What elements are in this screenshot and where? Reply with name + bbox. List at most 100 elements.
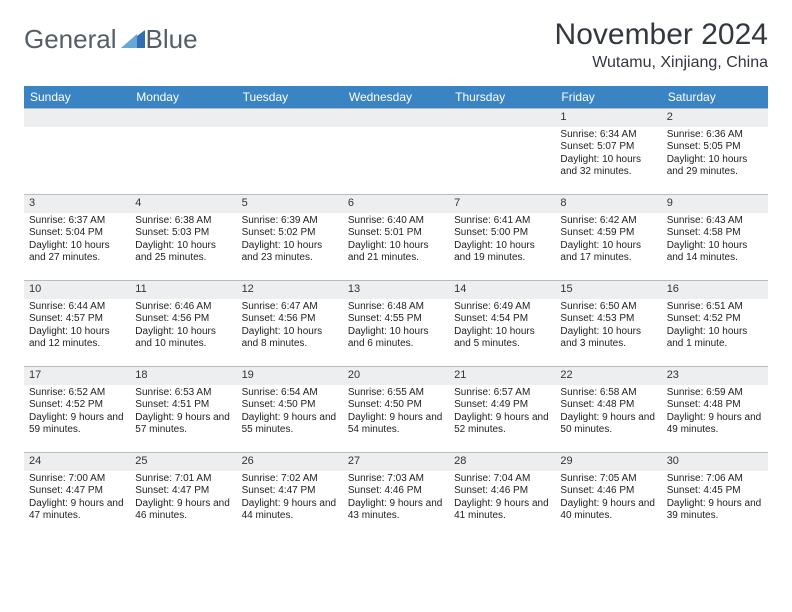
day-number: 20: [343, 366, 449, 385]
day-details: Sunrise: 6:55 AMSunset: 4:50 PMDaylight:…: [343, 385, 449, 441]
day-number: 7: [449, 194, 555, 213]
day-details: Sunrise: 7:01 AMSunset: 4:47 PMDaylight:…: [130, 471, 236, 527]
day-number: 26: [237, 452, 343, 471]
sunrise-text: Sunrise: 6:43 AM: [667, 215, 763, 228]
calendar-day-cell: 22 Sunrise: 6:58 AMSunset: 4:48 PMDayligh…: [555, 366, 661, 452]
sunset-text: Sunset: 4:47 PM: [29, 485, 125, 498]
day-header: Saturday: [662, 86, 768, 108]
calendar-day-cell: 8Sunrise: 6:42 AMSunset: 4:59 PMDaylight…: [555, 194, 661, 280]
sunset-text: Sunset: 4:56 PM: [135, 313, 231, 326]
day-details: Sunrise: 6:40 AMSunset: 5:01 PMDaylight:…: [343, 213, 449, 269]
calendar-day-cell: 24Sunrise: 7:00 AMSunset: 4:47 PMDayligh…: [24, 452, 130, 538]
sunset-text: Sunset: 4:52 PM: [29, 399, 125, 412]
calendar-day-cell: 30Sunrise: 7:06 AMSunset: 4:45 PMDayligh…: [662, 452, 768, 538]
brand-second: Blue: [146, 24, 198, 55]
day-number: 24: [24, 452, 130, 471]
calendar-day-cell: 13Sunrise: 6:48 AMSunset: 4:55 PMDayligh…: [343, 280, 449, 366]
day-details: Sunrise: 6:53 AMSunset: 4:51 PMDaylight:…: [130, 385, 236, 441]
day-details: [237, 127, 343, 133]
calendar-day-cell: 6Sunrise: 6:40 AMSunset: 5:01 PMDaylight…: [343, 194, 449, 280]
day-details: Sunrise: 7:02 AMSunset: 4:47 PMDaylight:…: [237, 471, 343, 527]
sunrise-text: Sunrise: 7:06 AM: [667, 473, 763, 486]
calendar-table: Sunday Monday Tuesday Wednesday Thursday…: [24, 86, 768, 538]
day-number: 16: [662, 280, 768, 299]
calendar-day-cell: 25Sunrise: 7:01 AMSunset: 4:47 PMDayligh…: [130, 452, 236, 538]
calendar-day-cell: 4Sunrise: 6:38 AMSunset: 5:03 PMDaylight…: [130, 194, 236, 280]
calendar-day-cell: 19Sunrise: 6:54 AMSunset: 4:50 PMDayligh…: [237, 366, 343, 452]
sunset-text: Sunset: 4:46 PM: [454, 485, 550, 498]
calendar-day-cell: 20Sunrise: 6:55 AMSunset: 4:50 PMDayligh…: [343, 366, 449, 452]
day-details: Sunrise: 6:37 AMSunset: 5:04 PMDaylight:…: [24, 213, 130, 269]
sunrise-text: Sunrise: 7:00 AM: [29, 473, 125, 486]
day-details: [130, 127, 236, 133]
daylight-text: Daylight: 9 hours and 50 minutes.: [560, 412, 656, 437]
calendar-day-cell: 11Sunrise: 6:46 AMSunset: 4:56 PMDayligh…: [130, 280, 236, 366]
sunset-text: Sunset: 4:46 PM: [560, 485, 656, 498]
sunrise-text: Sunrise: 6:49 AM: [454, 301, 550, 314]
sunset-text: Sunset: 4:49 PM: [454, 399, 550, 412]
calendar-day-cell: 2Sunrise: 6:36 AMSunset: 5:05 PMDaylight…: [662, 108, 768, 194]
day-number: 4: [130, 194, 236, 213]
sunset-text: Sunset: 4:48 PM: [667, 399, 763, 412]
calendar-week-row: 1Sunrise: 6:34 AMSunset: 5:07 PMDaylight…: [24, 108, 768, 194]
sunrise-text: Sunrise: 6:41 AM: [454, 215, 550, 228]
sunrise-text: Sunrise: 6:48 AM: [348, 301, 444, 314]
day-header: Wednesday: [343, 86, 449, 108]
day-details: Sunrise: 6:42 AMSunset: 4:59 PMDaylight:…: [555, 213, 661, 269]
day-number: 12: [237, 280, 343, 299]
calendar-day-cell: 15Sunrise: 6:50 AMSunset: 4:53 PMDayligh…: [555, 280, 661, 366]
sunset-text: Sunset: 4:48 PM: [560, 399, 656, 412]
calendar-day-cell: 5Sunrise: 6:39 AMSunset: 5:02 PMDaylight…: [237, 194, 343, 280]
sunset-text: Sunset: 4:56 PM: [242, 313, 338, 326]
sunrise-text: Sunrise: 6:50 AM: [560, 301, 656, 314]
day-number: 27: [343, 452, 449, 471]
sunrise-text: Sunrise: 6:58 AM: [560, 387, 656, 400]
sunrise-text: Sunrise: 6:37 AM: [29, 215, 125, 228]
day-number: 11: [130, 280, 236, 299]
day-details: Sunrise: 7:06 AMSunset: 4:45 PMDaylight:…: [662, 471, 768, 527]
day-number: 22: [555, 366, 661, 385]
day-details: [449, 127, 555, 133]
calendar-day-cell: 17Sunrise: 6:52 AMSunset: 4:52 PMDayligh…: [24, 366, 130, 452]
sunrise-text: Sunrise: 7:04 AM: [454, 473, 550, 486]
sunset-text: Sunset: 5:00 PM: [454, 227, 550, 240]
daylight-text: Daylight: 9 hours and 59 minutes.: [29, 412, 125, 437]
calendar-day-cell: [449, 108, 555, 194]
calendar-day-cell: 9Sunrise: 6:43 AMSunset: 4:58 PMDaylight…: [662, 194, 768, 280]
sunrise-text: Sunrise: 6:52 AM: [29, 387, 125, 400]
sunset-text: Sunset: 4:57 PM: [29, 313, 125, 326]
brand-first: General: [24, 24, 117, 55]
sunset-text: Sunset: 4:55 PM: [348, 313, 444, 326]
sunrise-text: Sunrise: 6:40 AM: [348, 215, 444, 228]
day-number: 10: [24, 280, 130, 299]
day-details: [343, 127, 449, 133]
day-number: 1: [555, 108, 661, 127]
sunrise-text: Sunrise: 7:05 AM: [560, 473, 656, 486]
day-number: 18: [130, 366, 236, 385]
day-details: Sunrise: 6:48 AMSunset: 4:55 PMDaylight:…: [343, 299, 449, 355]
sunset-text: Sunset: 4:47 PM: [242, 485, 338, 498]
calendar-day-cell: 1Sunrise: 6:34 AMSunset: 5:07 PMDaylight…: [555, 108, 661, 194]
day-header: Tuesday: [237, 86, 343, 108]
sunrise-text: Sunrise: 6:34 AM: [560, 129, 656, 142]
day-number: [237, 108, 343, 127]
title-block: November 2024 Wutamu, Xinjiang, China: [555, 18, 768, 72]
calendar-day-cell: [130, 108, 236, 194]
sunrise-text: Sunrise: 6:42 AM: [560, 215, 656, 228]
sunset-text: Sunset: 4:58 PM: [667, 227, 763, 240]
sunset-text: Sunset: 5:02 PM: [242, 227, 338, 240]
sunset-text: Sunset: 5:01 PM: [348, 227, 444, 240]
calendar-day-cell: 21Sunrise: 6:57 AMSunset: 4:49 PMDayligh…: [449, 366, 555, 452]
day-details: Sunrise: 6:47 AMSunset: 4:56 PMDaylight:…: [237, 299, 343, 355]
sunset-text: Sunset: 4:53 PM: [560, 313, 656, 326]
calendar-day-cell: 23Sunrise: 6:59 AMSunset: 4:48 PMDayligh…: [662, 366, 768, 452]
sunrise-text: Sunrise: 6:59 AM: [667, 387, 763, 400]
calendar-day-cell: 29Sunrise: 7:05 AMSunset: 4:46 PMDayligh…: [555, 452, 661, 538]
sunrise-text: Sunrise: 6:38 AM: [135, 215, 231, 228]
daylight-text: Daylight: 9 hours and 49 minutes.: [667, 412, 763, 437]
sunset-text: Sunset: 4:50 PM: [348, 399, 444, 412]
sunset-text: Sunset: 5:03 PM: [135, 227, 231, 240]
day-number: [130, 108, 236, 127]
daylight-text: Daylight: 10 hours and 17 minutes.: [560, 240, 656, 265]
day-number: 21: [449, 366, 555, 385]
